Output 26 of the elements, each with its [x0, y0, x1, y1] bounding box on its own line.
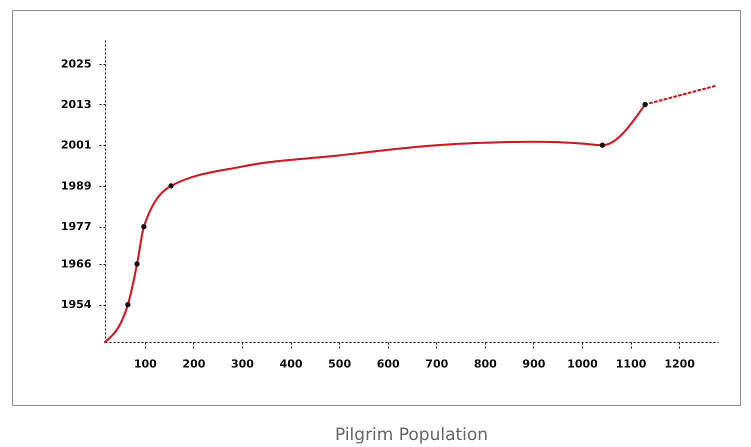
y-tick-label: 1977 [60, 220, 92, 234]
point [125, 302, 130, 308]
point [600, 142, 606, 148]
x-tick-label: 1100 [616, 358, 647, 370]
point [168, 183, 174, 189]
point [642, 102, 648, 108]
x-tick-label: 400 [280, 358, 303, 370]
x-tick-label: 600 [376, 358, 400, 370]
x-tick-label: 500 [328, 358, 352, 370]
x-tick-label: 100 [134, 358, 158, 370]
y-tick-label: 1966 [60, 257, 92, 270]
x-tick-label: 300 [230, 358, 254, 370]
x-tick-label: 700 [425, 358, 449, 370]
x-tick-label: 200 [182, 358, 206, 370]
x-tick-label: 1200 [664, 358, 696, 370]
y-tick-label: 2001 [60, 138, 92, 152]
point [134, 261, 140, 267]
y-tick-label: 2025 [60, 57, 92, 70]
point [141, 224, 147, 230]
y-tick-label: 2013 [60, 98, 92, 111]
y-tick-label: 1954 [60, 298, 92, 312]
y-tick-label: 1989 [60, 179, 92, 192]
x-tick-label: 1000 [567, 358, 598, 370]
x-tick-label: 800 [474, 358, 498, 370]
text: Pilgrim Population [334, 425, 488, 445]
x-tick-label: 900 [522, 358, 546, 370]
